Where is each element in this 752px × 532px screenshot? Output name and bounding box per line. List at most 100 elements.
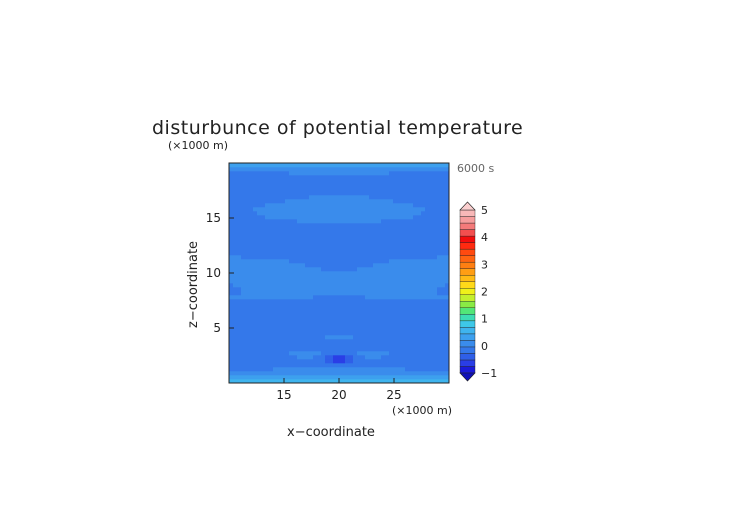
heatmap-cell: [325, 303, 330, 308]
heatmap-cell: [341, 183, 346, 188]
heatmap-cell: [265, 227, 270, 232]
heatmap-cell: [381, 371, 386, 376]
heatmap-cell: [245, 287, 250, 292]
heatmap-cell: [413, 339, 418, 344]
heatmap-cell: [281, 371, 286, 376]
heatmap-cell: [305, 299, 310, 304]
heatmap-cell: [301, 283, 306, 288]
heatmap-cell: [289, 195, 294, 200]
heatmap-cell: [397, 315, 402, 320]
heatmap-cell: [257, 267, 262, 272]
heatmap-cell: [273, 183, 278, 188]
heatmap-cell: [281, 291, 286, 296]
heatmap-cell: [361, 275, 366, 280]
heatmap-cell: [413, 259, 418, 264]
heatmap-cell: [229, 191, 234, 196]
heatmap-cell: [421, 239, 426, 244]
heatmap-cell: [245, 319, 250, 324]
heatmap-cell: [377, 279, 382, 284]
heatmap-cell: [305, 363, 310, 368]
heatmap-cell: [313, 311, 318, 316]
heatmap-cell: [257, 223, 262, 228]
heatmap-cell: [321, 199, 326, 204]
heatmap-cell: [385, 183, 390, 188]
heatmap-cell: [357, 251, 362, 256]
heatmap-cell: [373, 331, 378, 336]
heatmap-cell: [405, 251, 410, 256]
heatmap-cell: [373, 343, 378, 348]
heatmap-cell: [285, 359, 290, 364]
heatmap-cell: [389, 275, 394, 280]
heatmap-cell: [433, 271, 438, 276]
heatmap-cell: [289, 375, 294, 380]
heatmap-cell: [437, 311, 442, 316]
heatmap-cell: [285, 283, 290, 288]
heatmap-cell: [321, 287, 326, 292]
heatmap-cell: [441, 163, 446, 168]
heatmap-cell: [305, 267, 310, 272]
heatmap-cell: [309, 199, 314, 204]
heatmap-cell: [341, 263, 346, 268]
heatmap-cell: [321, 263, 326, 268]
heatmap-cell: [317, 315, 322, 320]
heatmap-cell: [417, 307, 422, 312]
heatmap-cell: [289, 295, 294, 300]
heatmap-cell: [373, 307, 378, 312]
heatmap-cell: [317, 375, 322, 380]
heatmap-cell: [309, 175, 314, 180]
heatmap-cell: [301, 207, 306, 212]
heatmap-cell: [365, 379, 370, 384]
heatmap-cell: [333, 371, 338, 376]
heatmap-cell: [445, 251, 450, 256]
heatmap-cell: [429, 239, 434, 244]
heatmap-cell: [285, 371, 290, 376]
heatmap-cell: [377, 323, 382, 328]
heatmap-cell: [373, 311, 378, 316]
heatmap-cell: [365, 219, 370, 224]
heatmap-cell: [417, 351, 422, 356]
heatmap-cell: [317, 319, 322, 324]
heatmap-cell: [441, 175, 446, 180]
heatmap-cell: [441, 307, 446, 312]
heatmap-cell: [325, 187, 330, 192]
heatmap-cell: [357, 183, 362, 188]
heatmap-cell: [381, 227, 386, 232]
heatmap-cell: [377, 239, 382, 244]
heatmap-cell: [293, 171, 298, 176]
heatmap-cell: [305, 175, 310, 180]
heatmap-cell: [281, 183, 286, 188]
heatmap-cell: [409, 307, 414, 312]
heatmap-cell: [305, 227, 310, 232]
heatmap-cell: [445, 307, 450, 312]
heatmap-cell: [237, 295, 242, 300]
heatmap-cell: [273, 379, 278, 384]
heatmap-cell: [277, 379, 282, 384]
heatmap-cell: [341, 279, 346, 284]
heatmap-cell: [265, 163, 270, 168]
heatmap-cell: [317, 243, 322, 248]
heatmap-cell: [277, 263, 282, 268]
heatmap-cell: [345, 379, 350, 384]
heatmap-cell: [397, 355, 402, 360]
heatmap-cell: [373, 267, 378, 272]
heatmap-cell: [425, 319, 430, 324]
heatmap-cell: [285, 187, 290, 192]
heatmap-cell: [233, 267, 238, 272]
heatmap-cell: [245, 255, 250, 260]
heatmap-cell: [421, 339, 426, 344]
heatmap-cell: [349, 255, 354, 260]
heatmap-cell: [265, 339, 270, 344]
heatmap-cell: [253, 267, 258, 272]
heatmap-cell: [393, 243, 398, 248]
heatmap-cell: [289, 163, 294, 168]
heatmap-cell: [389, 203, 394, 208]
heatmap-cell: [413, 195, 418, 200]
heatmap-cell: [297, 355, 302, 360]
heatmap-cell: [401, 235, 406, 240]
heatmap-cell: [377, 283, 382, 288]
heatmap-cell: [393, 295, 398, 300]
heatmap-cell: [393, 239, 398, 244]
heatmap-cell: [445, 255, 450, 260]
heatmap-cell: [437, 179, 442, 184]
heatmap-cell: [357, 191, 362, 196]
